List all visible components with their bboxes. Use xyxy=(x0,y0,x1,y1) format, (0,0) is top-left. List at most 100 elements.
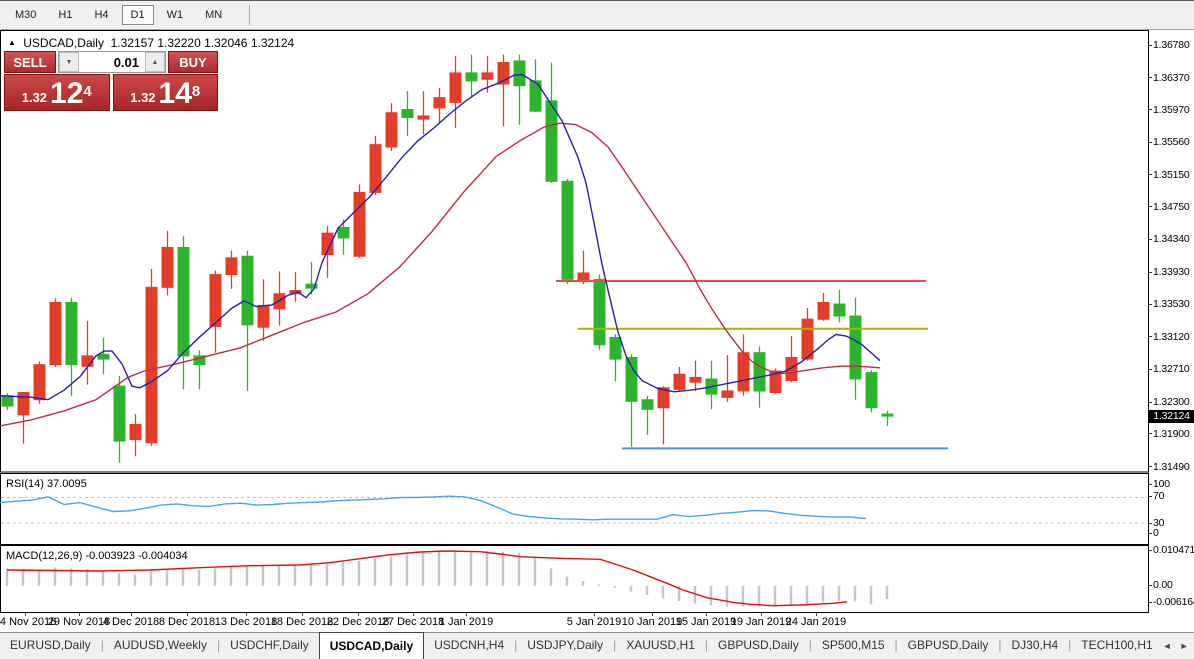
date-axis-label: 10 Jan 2019 xyxy=(621,616,683,628)
macd-axis-label: 0.010471 xyxy=(1153,544,1194,556)
candlestick-layer xyxy=(1,54,894,463)
price-axis-tick xyxy=(1149,174,1152,176)
date-axis-label: 24 Jan 2019 xyxy=(785,616,847,628)
chart-symbol-label: USDCAD,Daily xyxy=(23,36,104,50)
date-axis-label: 24 Nov 2018 xyxy=(0,616,57,628)
date-axis-label: 29 Nov 2018 xyxy=(47,616,111,628)
tab-usdcad-daily[interactable]: USDCAD,Daily xyxy=(318,632,425,659)
tab-scroll-left-icon[interactable]: ◄ xyxy=(1162,641,1172,651)
date-axis-tick xyxy=(79,613,80,616)
tab-separator: | xyxy=(1068,638,1072,652)
price-axis-tick xyxy=(1149,271,1152,273)
ohlc-high: 1.32220 xyxy=(157,36,201,50)
macd-axis-tick xyxy=(1149,602,1152,603)
date-axis-label: 4 Dec 2018 xyxy=(102,616,160,628)
slow-moving-average-line xyxy=(0,122,881,427)
tab-separator: | xyxy=(998,638,1002,652)
tab-separator: | xyxy=(216,638,221,652)
volume-increase-icon[interactable]: ▲ xyxy=(145,52,165,72)
price-axis-tick xyxy=(1149,466,1152,468)
timeframe-button-mn[interactable]: MN xyxy=(205,9,223,21)
price-axis-label: 1.34340 xyxy=(1153,233,1190,246)
price-axis-label: 1.36370 xyxy=(1153,71,1190,84)
date-axis-tick xyxy=(246,613,247,616)
date-axis-label: 27 Dec 2018 xyxy=(381,616,445,628)
price-axis-label: 1.35150 xyxy=(1153,168,1190,181)
price-axis-tick xyxy=(1149,336,1152,338)
price-axis-label: 1.31490 xyxy=(1153,460,1190,473)
date-axis-tick xyxy=(131,613,132,616)
sell-button[interactable]: SELL xyxy=(4,51,56,73)
fast-moving-average-line xyxy=(0,73,881,401)
buy-price-box[interactable]: 1.32 14 8 xyxy=(112,74,218,111)
buy-button[interactable]: BUY xyxy=(168,51,218,73)
ohlc-low: 1.32046 xyxy=(204,36,248,50)
tab-audusd-weekly[interactable]: AUDUSD,Weekly xyxy=(113,638,207,652)
date-axis-tick xyxy=(358,613,359,616)
tab-tech100-h1[interactable]: TECH100,H1 xyxy=(1081,638,1153,652)
date-axis-label: 18 Dec 2018 xyxy=(270,616,334,628)
one-click-trading-panel: SELL ▼ 0.01 ▲ BUY 1.32 12 4 1.32 14 8 xyxy=(4,51,218,111)
timeframe-button-m30[interactable]: M30 xyxy=(15,9,37,21)
price-axis-tick xyxy=(1149,401,1152,403)
date-axis-tick xyxy=(594,613,595,616)
chart-tab-bar: EURUSD,Daily | AUDUSD,Weekly | USDCHF,Daily U… xyxy=(0,632,1194,659)
rsi-indicator-pane[interactable] xyxy=(0,473,1150,545)
chart-title: ▲ USDCAD,Daily 1.32157 1.32220 1.32046 1… xyxy=(8,36,294,50)
rsi-line xyxy=(0,495,867,521)
macd-signal-line xyxy=(6,550,848,607)
rsi-axis-label: 30 xyxy=(1153,517,1165,529)
macd-indicator-pane[interactable] xyxy=(0,545,1150,613)
date-axis-label: 22 Dec 2018 xyxy=(326,616,390,628)
price-axis-label: 1.33930 xyxy=(1153,266,1190,279)
date-axis-tick xyxy=(413,613,414,616)
current-price-tag: 1.32124 xyxy=(1149,409,1194,423)
timeframe-button-h4[interactable]: H4 xyxy=(94,9,109,21)
tab-usdchf-daily[interactable]: USDCHF,Daily xyxy=(230,638,309,652)
tab-scroll-arrows: ◄ ► xyxy=(1163,633,1194,659)
volume-decrease-icon[interactable]: ▼ xyxy=(59,52,79,72)
rsi-axis-label: 70 xyxy=(1153,490,1165,502)
rsi-axis-label: 0 xyxy=(1153,527,1159,539)
sell-price-base: 1.32 xyxy=(21,90,48,105)
tab-eurusd-daily[interactable]: EURUSD,Daily xyxy=(10,638,91,652)
timeframe-button-d1[interactable]: D1 xyxy=(121,5,154,25)
buy-price-sup: 8 xyxy=(191,83,201,100)
buy-price-base: 1.32 xyxy=(130,90,156,105)
tab-gbpusd-daily[interactable]: GBPUSD,Daily xyxy=(907,638,989,652)
date-axis-tick xyxy=(652,613,653,616)
price-axis-label: 1.33120 xyxy=(1153,330,1190,343)
macd-axis-label: -0.006164 xyxy=(1153,596,1194,608)
date-axis-tick xyxy=(466,613,467,616)
date-axis-label: 8 Dec 2018 xyxy=(158,616,216,628)
timeframe-button-w1[interactable]: W1 xyxy=(166,9,184,21)
price-axis-tick xyxy=(1149,303,1152,305)
price-axis-tick xyxy=(1149,109,1152,111)
timeframe-button-h1[interactable]: H1 xyxy=(58,9,73,21)
date-axis-label: 1 Jan 2019 xyxy=(438,616,494,628)
price-axis-label: 1.32710 xyxy=(1153,363,1190,376)
rsi-axis-tick xyxy=(1149,484,1152,485)
tab-dj30-h4[interactable]: DJ30,H4 xyxy=(1011,638,1059,652)
date-axis-tick xyxy=(816,613,817,616)
tab-usdcnh-h4[interactable]: USDCNH,H4 xyxy=(434,638,505,652)
rsi-axis-tick xyxy=(1149,533,1152,534)
tab-gbpusd-daily[interactable]: GBPUSD,Daily xyxy=(718,638,799,652)
tab-scroll-right-icon[interactable]: ► xyxy=(1179,641,1189,651)
tab-xauusd-h1[interactable]: XAUUSD,H1 xyxy=(626,638,695,652)
price-axis-label: 1.33530 xyxy=(1153,298,1190,311)
sell-price-box[interactable]: 1.32 12 4 xyxy=(4,74,110,111)
date-axis-label: 19 Jan 2019 xyxy=(730,616,792,628)
buy-price-big: 14 xyxy=(158,77,192,110)
date-axis-tick xyxy=(302,613,303,616)
tab-sp500-m15[interactable]: SP500,M15 xyxy=(821,638,885,652)
price-axis-label: 1.36780 xyxy=(1153,39,1190,51)
date-axis-tick xyxy=(706,613,707,616)
volume-stepper: ▼ 0.01 ▲ xyxy=(58,51,166,73)
volume-input[interactable]: 0.01 xyxy=(79,52,145,72)
collapse-triangle-icon[interactable]: ▲ xyxy=(8,38,16,47)
price-axis-tick xyxy=(1149,141,1152,143)
tab-usdjpy-daily[interactable]: USDJPY,Daily xyxy=(527,638,604,652)
price-axis-tick xyxy=(1149,433,1152,435)
